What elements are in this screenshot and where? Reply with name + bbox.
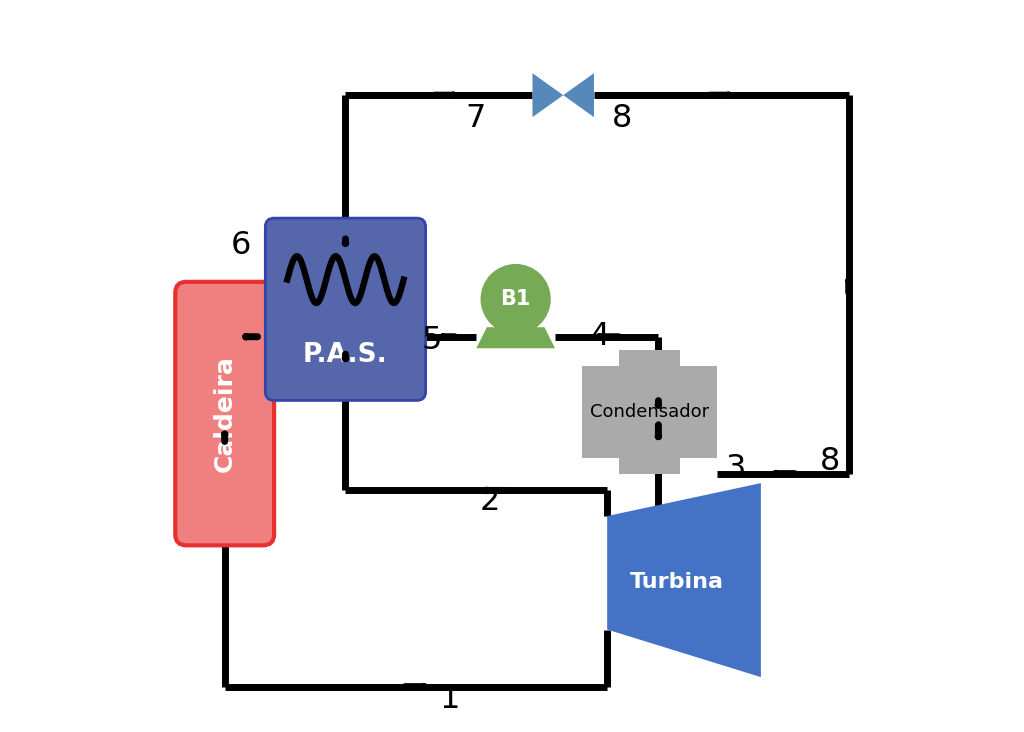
Text: 8: 8 <box>611 103 632 134</box>
Text: P.A.S.: P.A.S. <box>303 343 388 368</box>
Text: Turbina: Turbina <box>630 572 724 592</box>
Text: 3: 3 <box>725 453 745 484</box>
Polygon shape <box>563 73 594 117</box>
Circle shape <box>480 264 551 335</box>
Bar <box>618 458 680 474</box>
Text: 7: 7 <box>465 103 485 134</box>
Text: 5: 5 <box>421 325 441 356</box>
FancyBboxPatch shape <box>175 282 274 545</box>
Text: Caldeira: Caldeira <box>213 355 237 472</box>
Polygon shape <box>476 327 555 348</box>
Polygon shape <box>607 483 761 677</box>
Text: 1: 1 <box>439 684 460 714</box>
Text: 2: 2 <box>480 486 501 517</box>
Text: Condensador: Condensador <box>590 403 709 421</box>
Text: 6: 6 <box>231 230 251 261</box>
FancyBboxPatch shape <box>265 218 426 400</box>
Text: 4: 4 <box>590 321 610 352</box>
Polygon shape <box>532 73 563 117</box>
Bar <box>582 366 717 458</box>
Bar <box>618 350 680 366</box>
Text: B1: B1 <box>501 289 530 309</box>
Text: 8: 8 <box>820 446 841 477</box>
